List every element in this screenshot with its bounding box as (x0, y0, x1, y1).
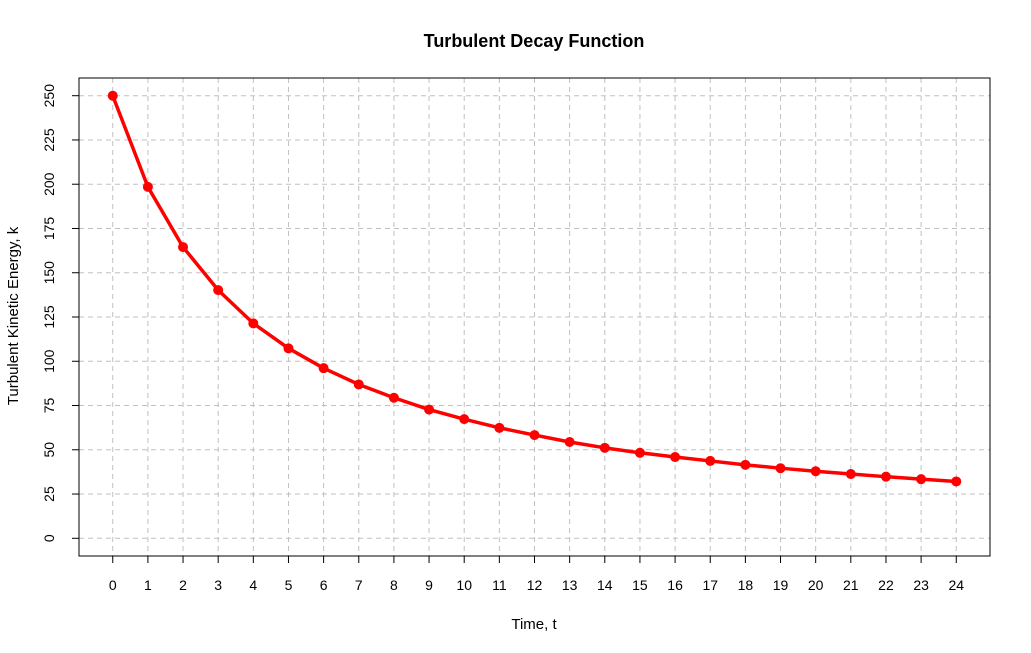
x-tick-label: 0 (109, 577, 117, 593)
y-tick-label: 75 (41, 398, 57, 414)
x-axis-label: Time, t (511, 616, 557, 633)
data-point (916, 474, 927, 485)
x-tick-label: 13 (562, 577, 578, 593)
x-tick-label: 3 (214, 577, 222, 593)
data-point (178, 242, 189, 253)
data-point (670, 452, 681, 463)
y-tick-label: 100 (41, 349, 57, 373)
data-point (494, 422, 505, 433)
data-point (388, 392, 399, 403)
x-tick-label: 23 (913, 577, 929, 593)
data-point (529, 430, 540, 441)
x-tick-label: 6 (320, 577, 328, 593)
data-point (599, 442, 610, 453)
y-tick-label: 25 (41, 486, 57, 502)
data-point (213, 285, 224, 296)
data-point (459, 414, 470, 425)
x-tick-label: 11 (492, 577, 507, 593)
data-point (142, 181, 153, 192)
x-tick-label: 12 (527, 577, 543, 593)
data-point (740, 459, 751, 470)
data-point (424, 404, 435, 415)
x-tick-label: 10 (456, 577, 472, 593)
x-tick-label: 2 (179, 577, 187, 593)
x-tick-label: 14 (597, 577, 613, 593)
y-tick-label: 225 (41, 128, 57, 152)
data-point (951, 476, 962, 487)
x-tick-label: 24 (948, 577, 964, 593)
x-tick-label: 8 (390, 577, 398, 593)
x-tick-label: 20 (808, 577, 824, 593)
data-point (810, 466, 821, 477)
chart-title: Turbulent Decay Function (424, 31, 645, 51)
x-tick-label: 7 (355, 577, 363, 593)
y-tick-label: 50 (41, 442, 57, 458)
y-tick-label: 250 (41, 84, 57, 108)
grid (79, 78, 990, 556)
x-tick-label: 22 (878, 577, 894, 593)
x-tick-label: 9 (425, 577, 433, 593)
series (107, 90, 962, 487)
y-tick-label: 200 (41, 172, 57, 196)
y-tick-label: 0 (41, 534, 57, 542)
y-axis-label: Turbulent Kinetic Energy, k (5, 226, 22, 405)
x-tick-label: 17 (702, 577, 718, 593)
data-point (107, 90, 118, 101)
axes (72, 77, 991, 563)
data-point (634, 447, 645, 458)
data-point (564, 436, 575, 447)
x-tick-label: 16 (667, 577, 683, 593)
data-point (880, 471, 891, 482)
x-tick-label: 5 (285, 577, 293, 593)
data-point (353, 379, 364, 390)
y-tick-label: 175 (41, 217, 57, 241)
data-point (775, 463, 786, 474)
tick-labels: 0 1 2 3 4 5 6 7 8 9 10 11 12 13 14 15 16 17 18 19 20 21 22 23 24… (41, 84, 964, 593)
data-point (283, 343, 294, 354)
x-tick-label: 21 (843, 577, 859, 593)
x-tick-label: 1 (144, 577, 152, 593)
data-point (705, 455, 716, 466)
y-tick-label: 125 (41, 305, 57, 329)
x-tick-label: 18 (738, 577, 754, 593)
data-point (845, 469, 856, 480)
data-point (318, 363, 329, 374)
data-point (248, 318, 259, 329)
x-tick-label: 4 (249, 577, 257, 593)
x-tick-label: 19 (773, 577, 789, 593)
y-tick-label: 150 (41, 261, 57, 285)
x-tick-label: 15 (632, 577, 648, 593)
